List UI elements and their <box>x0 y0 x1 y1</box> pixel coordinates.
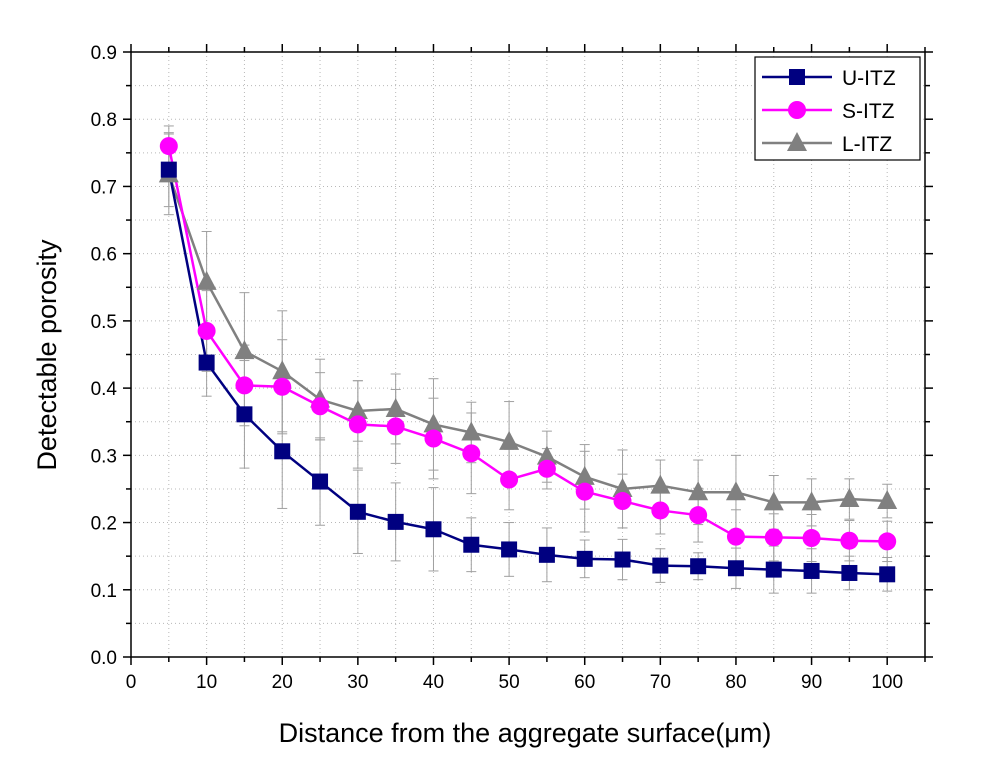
u-itz-point <box>652 557 669 574</box>
series-markers <box>158 137 898 583</box>
l-itz-point <box>196 270 217 290</box>
l-itz-point <box>612 477 633 497</box>
l-itz-legend-marker <box>787 132 807 151</box>
u-itz-point <box>198 354 215 371</box>
u-itz-point <box>727 560 744 577</box>
u-itz-point <box>765 561 782 578</box>
s-itz-point <box>689 506 708 525</box>
x-tick-label: 90 <box>801 672 822 693</box>
l-itz-point <box>347 399 368 419</box>
s-itz-point <box>575 482 594 501</box>
u-itz-point <box>576 550 593 567</box>
u-itz-point <box>349 503 366 520</box>
s-itz-legend-marker <box>788 101 806 119</box>
x-tick-label: 70 <box>650 672 671 693</box>
s-itz-point <box>348 415 367 434</box>
x-tick-label: 60 <box>574 672 595 693</box>
l-itz-point <box>499 430 520 450</box>
s-itz-point <box>273 377 292 396</box>
y-tick-label: 0.7 <box>91 177 117 198</box>
u-itz-point <box>160 161 177 178</box>
y-axis-title: Detectable porosity <box>32 239 62 471</box>
s-itz-point <box>764 528 783 547</box>
s-itz-point <box>462 444 481 463</box>
y-tick-label: 0.9 <box>91 43 117 64</box>
s-itz-point <box>878 532 897 551</box>
x-tick-label: 40 <box>423 672 444 693</box>
x-tick-label: 20 <box>272 672 293 693</box>
u-itz-point <box>501 541 518 558</box>
l-itz-point <box>536 445 557 465</box>
s-itz-point <box>159 137 178 156</box>
u-itz-point <box>614 551 631 568</box>
l-itz-point <box>423 413 444 433</box>
x-tick-label: 30 <box>347 672 368 693</box>
l-itz-point <box>877 490 898 510</box>
s-itz-point <box>235 376 254 395</box>
x-tick-label: 10 <box>196 672 217 693</box>
x-tick-label: 0 <box>126 672 137 693</box>
u-itz-point <box>803 562 820 579</box>
y-tick-label: 0.4 <box>91 379 118 400</box>
y-tick-label: 0.0 <box>91 648 117 669</box>
y-tick-label: 0.8 <box>91 110 117 131</box>
s-itz-legend-label: S-ITZ <box>842 100 895 123</box>
l-itz-point <box>688 481 709 501</box>
axis-ticks <box>123 44 933 665</box>
s-itz-point <box>726 527 745 546</box>
y-tick-label: 0.2 <box>91 514 117 535</box>
y-tick-label: 0.6 <box>91 245 117 266</box>
l-itz-point <box>725 481 746 501</box>
u-itz-point <box>312 473 329 490</box>
s-itz-point <box>802 529 821 548</box>
u-itz-point <box>841 564 858 581</box>
u-itz-point <box>463 536 480 553</box>
u-itz-point <box>274 443 291 460</box>
l-itz-point <box>763 491 784 511</box>
u-itz-point <box>879 566 896 583</box>
x-axis-title: Distance from the aggregate surface(μm) <box>279 718 772 748</box>
y-tick-label: 0.5 <box>91 312 117 333</box>
u-itz-point <box>236 406 253 423</box>
u-itz-point <box>425 521 442 538</box>
l-itz-point <box>650 474 671 494</box>
s-itz-point <box>537 459 556 478</box>
s-itz-point <box>613 492 632 511</box>
s-itz-point <box>424 429 443 448</box>
u-itz-point <box>690 558 707 575</box>
u-itz-legend-marker <box>789 69 805 85</box>
l-itz-point <box>385 397 406 417</box>
s-itz-point <box>386 417 405 436</box>
l-itz-legend-label: L-ITZ <box>842 133 892 156</box>
y-tick-labels: 0.0 0.1 0.2 0.3 0.4 0.5 0.6 0.7 0.8 0.9 <box>91 43 118 669</box>
s-itz-point <box>840 531 859 550</box>
u-itz-point <box>387 513 404 530</box>
legend: U-ITZ S-ITZ L-ITZ <box>754 56 921 161</box>
s-itz-point <box>197 321 216 340</box>
x-tick-label: 50 <box>499 672 520 693</box>
y-tick-label: 0.1 <box>91 581 117 602</box>
error-bars <box>163 125 893 594</box>
x-tick-labels: 0 10 20 30 40 50 60 70 80 90 100 <box>126 672 903 693</box>
l-itz-point <box>839 488 860 508</box>
l-itz-point <box>461 421 482 441</box>
u-itz-point <box>538 546 555 563</box>
s-itz-point <box>500 470 519 489</box>
l-itz-point <box>574 465 595 485</box>
x-tick-label: 80 <box>725 672 746 693</box>
l-itz-point <box>801 491 822 511</box>
u-itz-legend-label: U-ITZ <box>842 67 896 90</box>
l-itz-point <box>234 340 255 360</box>
l-itz-point <box>272 360 293 380</box>
s-itz-point <box>651 501 670 520</box>
s-itz-series-line <box>167 145 888 543</box>
x-tick-label: 100 <box>871 672 903 693</box>
s-itz-point <box>311 397 330 416</box>
y-tick-label: 0.3 <box>91 446 117 467</box>
